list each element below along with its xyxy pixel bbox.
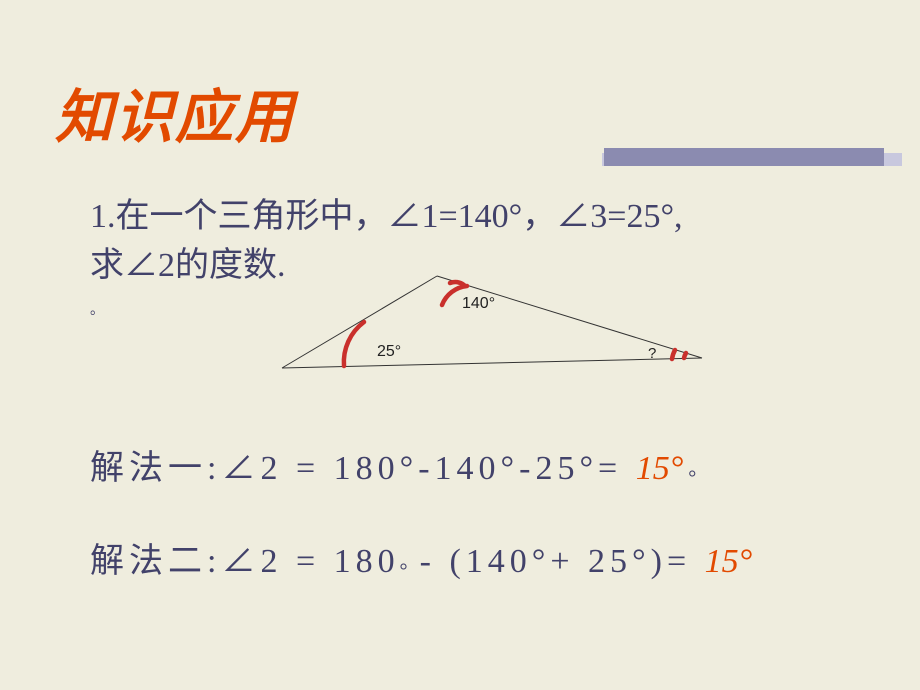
solution-1-suffix: 。 [683,458,708,480]
solution-2-answer: 15° [705,543,753,580]
solution-1-answer: 15° [636,450,684,487]
triangle-diagram: 140° 25° ? [272,268,712,378]
solution-2: 解法二:∠2 = 180。- (140°+ 25°)= 15° [90,533,752,582]
angle-left-label: 25° [377,343,401,360]
solution-2-mid: - (140°+ 25°)= [420,543,705,580]
solution-1-prefix: 解法一:∠2 = 180°-140°-25°= [90,450,636,487]
angle-right-label: ? [648,345,656,362]
solution-2-degree-small: 。 [400,551,420,573]
angle-top-label: 140° [462,295,495,312]
decorative-bars [602,148,902,166]
problem-line-1: 1.在一个三角形中，∠1=140°，∠3=25°, [90,192,870,241]
title-section: 知识应用 [0,70,920,154]
solution-2-prefix: 解法二:∠2 = 180 [90,543,400,580]
solution-1: 解法一:∠2 = 180°-140°-25°= 15° 。 [90,440,708,489]
bar-dark [604,148,884,166]
tiny-marker: 。 [90,299,104,319]
page-title: 知识应用 [0,70,920,154]
